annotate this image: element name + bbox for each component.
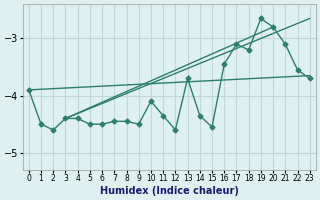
- X-axis label: Humidex (Indice chaleur): Humidex (Indice chaleur): [100, 186, 239, 196]
